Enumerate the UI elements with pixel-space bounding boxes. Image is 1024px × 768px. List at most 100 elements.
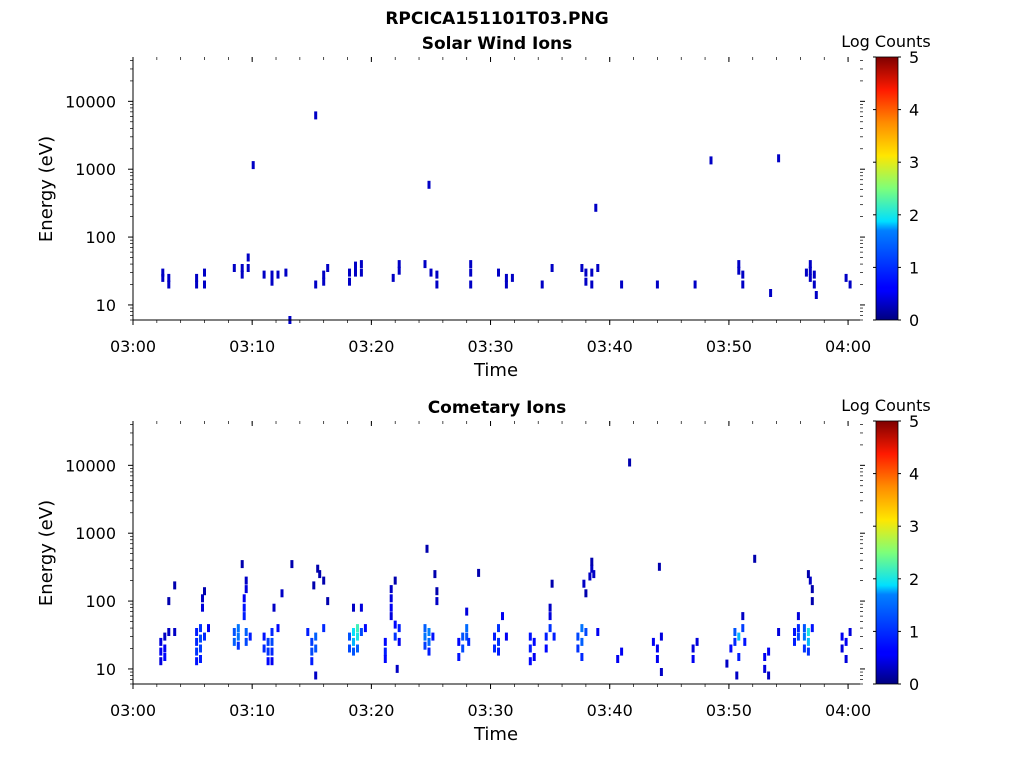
heatmap-cell — [493, 644, 496, 653]
heatmap-cell — [763, 664, 767, 673]
heatmap-cell — [244, 628, 248, 636]
x-tick-label: 03:10 — [229, 701, 275, 720]
heatmap-cell — [348, 268, 351, 277]
heatmap-cell — [389, 585, 393, 594]
heatmap-cell — [359, 603, 363, 612]
heatmap-cell — [270, 628, 274, 636]
heatmap-cell — [276, 624, 280, 633]
heatmap-cell — [584, 268, 588, 277]
heatmap-cell — [266, 637, 270, 646]
heatmap-cell — [497, 647, 500, 656]
heatmap-cell — [733, 637, 737, 646]
heatmap-cell — [356, 644, 359, 653]
heatmap-cell — [814, 291, 818, 299]
colorbar-tick-label: 5 — [909, 412, 919, 431]
heatmap-cell — [469, 280, 473, 289]
heatmap-cell — [580, 264, 584, 272]
heatmap-cell — [244, 576, 248, 585]
heatmap-cell — [240, 264, 244, 272]
heatmap-cell — [232, 637, 236, 646]
heatmap-cell — [548, 603, 552, 612]
heatmap-cell — [173, 628, 177, 636]
colorbar-label: Log Counts — [841, 32, 931, 51]
heatmap-cell — [425, 544, 429, 553]
heatmap-cell — [356, 624, 359, 633]
heatmap-cell — [244, 637, 248, 646]
heatmap-cell — [540, 280, 544, 289]
colorbar-tick-label: 2 — [909, 206, 919, 225]
heatmap-cell — [584, 277, 588, 286]
x-tick-label: 03:00 — [110, 701, 156, 720]
heatmap-cell — [322, 270, 326, 279]
heatmap-cell — [354, 261, 357, 270]
heatmap-cell — [195, 280, 199, 289]
heatmap-cell — [735, 671, 739, 680]
heatmap-cell — [359, 268, 363, 277]
heatmap-cell — [469, 268, 473, 277]
heatmap-cell — [804, 268, 808, 277]
heatmap-cell — [657, 562, 661, 571]
heatmap-cell — [242, 603, 246, 612]
heatmap-cell — [389, 594, 393, 603]
y-tick-label: 100 — [85, 592, 116, 611]
heatmap-cell — [550, 264, 554, 272]
heatmap-cell — [576, 632, 580, 641]
heatmap-cell — [808, 260, 812, 269]
heatmap-cells — [159, 458, 852, 680]
heatmap-cell — [173, 581, 177, 590]
heatmap-cell — [806, 637, 810, 646]
heatmap-cell — [544, 644, 548, 653]
heatmap-cell — [461, 644, 465, 653]
x-tick-label: 03:40 — [587, 701, 633, 720]
heatmap-cell — [493, 632, 496, 641]
heatmap-cell — [808, 266, 812, 275]
heatmap-cell — [429, 268, 433, 277]
heatmap-cell — [270, 270, 274, 279]
x-tick-label: 03:00 — [110, 337, 156, 356]
heatmap-cell — [203, 268, 206, 277]
heatmap-cell — [659, 632, 663, 641]
heatmap-cell — [844, 273, 848, 282]
heatmap-cell — [504, 632, 508, 641]
heatmap-cell — [580, 653, 584, 661]
heatmap-cell — [659, 668, 663, 676]
heatmap-cell — [729, 644, 733, 653]
heatmap-cell — [310, 647, 314, 656]
heatmap-cell — [163, 632, 167, 641]
heatmap-cell — [195, 647, 199, 656]
heatmap-cell — [693, 280, 697, 289]
heatmap-cell — [195, 657, 199, 666]
x-tick-label: 03:30 — [467, 337, 513, 356]
heatmap-cell — [326, 264, 330, 272]
y-tick-label: 100 — [85, 228, 116, 247]
colorbar-tick-label: 2 — [909, 570, 919, 589]
y-axis-label: Energy (eV) — [36, 500, 57, 606]
heatmap-cell — [806, 570, 810, 579]
heatmap-cell — [844, 637, 848, 646]
heatmap-cell — [796, 612, 800, 621]
heatmap-cell — [504, 273, 508, 282]
heatmap-cell — [270, 657, 274, 666]
heatmap-cell — [393, 632, 397, 641]
heatmap-cell — [725, 659, 729, 668]
heatmap-cell — [840, 644, 844, 653]
heatmap-cell — [777, 154, 781, 163]
heatmap-cell — [528, 657, 532, 666]
heatmap-cell — [810, 585, 814, 594]
heatmap-cell — [159, 647, 163, 656]
heatmap-cell — [326, 597, 330, 606]
heatmap-cell — [262, 644, 266, 653]
heatmap-cell — [844, 655, 848, 663]
heatmap-cell — [195, 637, 199, 646]
heatmap-cell — [232, 264, 236, 272]
heatmap-cell — [290, 560, 294, 569]
heatmap-cell — [391, 273, 395, 282]
heatmap-cell — [352, 628, 355, 636]
heatmap-cell — [590, 557, 594, 566]
heatmap-cell — [655, 655, 659, 663]
heatmap-cell — [270, 647, 274, 656]
heatmap-cell — [199, 655, 202, 663]
colorbar-tick-label: 3 — [909, 153, 919, 172]
heatmap-cell — [246, 253, 250, 262]
